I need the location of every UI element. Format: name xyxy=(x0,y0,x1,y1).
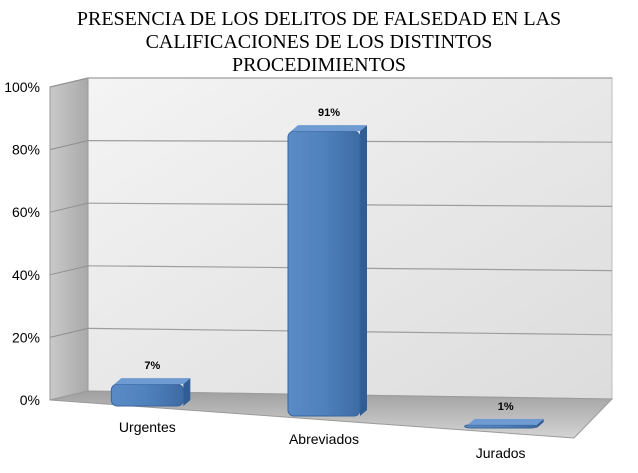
data-label: 1% xyxy=(498,401,514,413)
gridline-side xyxy=(49,202,89,213)
bar-top xyxy=(114,378,191,385)
gridline-side xyxy=(49,327,89,338)
bar-side xyxy=(536,418,544,428)
bar-top xyxy=(291,125,367,132)
data-label: 7% xyxy=(144,360,160,372)
chart-title: PRESENCIA DE LOS DELITOS DE FALSEDAD EN … xyxy=(0,8,638,77)
gridline-side xyxy=(49,140,89,151)
chart-title-line-3: PROCEDIMIENTOS xyxy=(231,54,407,76)
y-tick-label: 40% xyxy=(12,267,40,283)
chart-title-line-1: PRESENCIA DE LOS DELITOS DE FALSEDAD EN … xyxy=(76,8,562,30)
x-tick-label: Urgentes xyxy=(119,419,176,435)
y-tick-label: 80% xyxy=(12,142,40,158)
x-tick-label: Jurados xyxy=(476,445,526,461)
y-tick-label: 0% xyxy=(20,392,40,408)
bar-side xyxy=(360,125,367,417)
y-tick-label: 20% xyxy=(12,329,40,345)
bar-side xyxy=(183,378,191,406)
y-tick-label: 60% xyxy=(12,204,40,220)
bar xyxy=(110,383,184,407)
y-tick-label: 100% xyxy=(4,79,40,95)
bar xyxy=(464,424,538,429)
chart-title-line-2: CALIFICACIONES DE LOS DISTINTOS xyxy=(145,31,493,53)
side-wall xyxy=(49,77,89,401)
data-label: 91% xyxy=(318,107,340,119)
gridline-side xyxy=(49,77,89,88)
bar xyxy=(287,130,361,417)
bar-top xyxy=(467,418,544,425)
gridline-side xyxy=(49,265,89,276)
x-tick-label: Abreviados xyxy=(289,431,359,447)
